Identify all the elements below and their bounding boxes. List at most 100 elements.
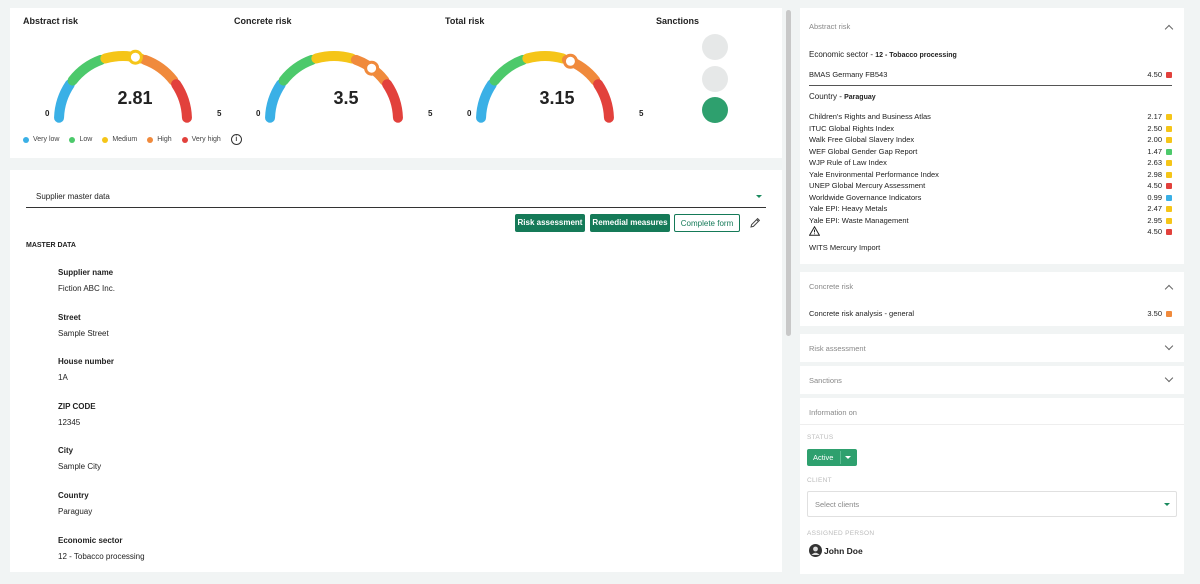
panel-heading: Risk assessment bbox=[809, 344, 866, 353]
score-indicator bbox=[1166, 148, 1172, 155]
field-zip-code: ZIP CODE 12345 bbox=[58, 402, 96, 427]
assigned-person[interactable]: John Doe bbox=[809, 544, 863, 557]
caret-down-icon bbox=[845, 456, 851, 459]
row-score: 1.47 bbox=[1147, 146, 1172, 157]
gauge-total-risk: Total risk 3.15 0 5 bbox=[445, 8, 645, 158]
field-label: Country bbox=[58, 491, 89, 500]
status-dropdown[interactable]: Active bbox=[807, 449, 857, 466]
sanctions-title: Sanctions bbox=[656, 16, 700, 26]
remedial-measures-button[interactable]: Remedial measures bbox=[590, 214, 670, 232]
panel-heading: Sanctions bbox=[809, 376, 842, 385]
chevron-up-icon[interactable] bbox=[1164, 284, 1174, 294]
gauge-segment bbox=[54, 79, 75, 123]
gauge-segment bbox=[265, 79, 286, 123]
legend-label: Low bbox=[79, 136, 93, 143]
row-score: 2.98 bbox=[1147, 169, 1172, 180]
legend-dot bbox=[147, 136, 154, 143]
gauge-arc bbox=[54, 49, 192, 123]
field-label: Supplier name bbox=[58, 268, 114, 277]
gauge-arc bbox=[265, 51, 403, 123]
abstract-risk-panel: Abstract risk Economic sector - 12 - Tob… bbox=[800, 8, 1184, 264]
gauge-min: 0 bbox=[467, 109, 472, 118]
divider bbox=[809, 85, 1172, 86]
score-value: 3.50 bbox=[1147, 309, 1162, 318]
score-indicator bbox=[1166, 183, 1172, 190]
panel-heading: Abstract risk bbox=[809, 22, 851, 31]
legend-label: Very low bbox=[33, 136, 60, 143]
assigned-name: John Doe bbox=[824, 545, 863, 556]
row-name: Children's Rights and Business Atlas bbox=[809, 112, 931, 121]
gauge-segment bbox=[522, 51, 568, 64]
chevron-up-icon[interactable] bbox=[1164, 24, 1174, 34]
sanction-light-off bbox=[702, 66, 728, 92]
sanction-light-off bbox=[702, 34, 728, 60]
field-value: Sample City bbox=[58, 462, 102, 471]
chevron-down-icon[interactable] bbox=[1164, 341, 1174, 351]
caret-down-icon bbox=[1164, 503, 1170, 506]
score-indicator bbox=[1166, 125, 1172, 132]
chevron-down-icon[interactable] bbox=[1164, 373, 1174, 383]
score-indicator bbox=[1166, 171, 1172, 178]
country-heading: Country - Paraguay bbox=[809, 92, 876, 101]
economic-sector-heading: Economic sector - 12 - Tobacco processin… bbox=[809, 50, 957, 59]
client-select[interactable]: Select clients bbox=[807, 491, 1177, 517]
legend-dot bbox=[69, 136, 76, 143]
row-score: 2.47 bbox=[1147, 203, 1172, 214]
gauge-min: 0 bbox=[256, 109, 261, 118]
legend-dot bbox=[102, 136, 109, 143]
section-select[interactable]: Supplier master data bbox=[26, 186, 766, 208]
score-value: 4.50 bbox=[1147, 227, 1162, 236]
row-score: 2.95 bbox=[1147, 215, 1172, 226]
gauge-segment bbox=[593, 79, 614, 123]
warning-icon bbox=[808, 225, 821, 239]
field-country: Country Paraguay bbox=[58, 491, 92, 516]
row-name: BMAS Germany FB543 bbox=[809, 70, 888, 79]
legend-label: Medium bbox=[112, 136, 138, 143]
score-value: 2.17 bbox=[1147, 112, 1162, 121]
score-value: 4.50 bbox=[1147, 181, 1162, 190]
gauge-title: Abstract risk bbox=[23, 16, 79, 26]
score-value: 1.47 bbox=[1147, 146, 1162, 156]
legend-label: High bbox=[157, 136, 172, 143]
sector-label: Economic sector - bbox=[809, 50, 876, 59]
gauge-min: 0 bbox=[45, 109, 50, 118]
scrollbar-thumb[interactable] bbox=[786, 10, 791, 336]
gauge-max: 5 bbox=[428, 109, 433, 118]
row-score: 2.17 bbox=[1147, 111, 1172, 122]
status-value: Active bbox=[813, 453, 834, 462]
sanctions-panel[interactable]: Sanctions bbox=[800, 366, 1184, 394]
gauge-value: 3.15 bbox=[539, 88, 575, 108]
risk-assessment-button[interactable]: Risk assessment bbox=[515, 214, 585, 232]
score-value: 2.47 bbox=[1147, 204, 1162, 213]
row-name: Worldwide Governance Indicators bbox=[809, 192, 922, 202]
gauge-marker bbox=[364, 60, 380, 76]
row-name: Yale Environmental Performance Index bbox=[809, 169, 939, 179]
legend-item: Medium bbox=[102, 136, 137, 143]
field-supplier-name: Supplier name Fiction ABC Inc. bbox=[58, 268, 115, 293]
info-icon[interactable]: i bbox=[230, 134, 242, 145]
gauge-title: Concrete risk bbox=[234, 16, 292, 26]
row-score: 2.50 bbox=[1147, 123, 1172, 134]
field-label: Economic sector bbox=[58, 536, 123, 545]
risk-row: BMAS Germany FB543 4.50 bbox=[809, 69, 1172, 80]
legend-item: Low bbox=[69, 136, 92, 143]
risk-assessment-panel[interactable]: Risk assessment bbox=[800, 334, 1184, 362]
row-name: Yale EPI: Waste Management bbox=[809, 215, 909, 225]
risk-row: Worldwide Governance Indicators 0.99 bbox=[809, 192, 1172, 203]
risk-row: WITS Mercury Import bbox=[809, 242, 1172, 253]
divider bbox=[800, 424, 1184, 425]
risk-gauges-card: Abstract risk 2.81 0 5 Concrete risk 3.5… bbox=[10, 8, 782, 158]
row-name: WITS Mercury Import bbox=[809, 243, 881, 252]
pencil-icon[interactable] bbox=[748, 216, 762, 230]
score-value: 4.50 bbox=[1147, 70, 1162, 79]
gauge-segment bbox=[311, 51, 357, 64]
complete-form-button[interactable]: Complete form bbox=[674, 214, 740, 232]
supplier-master-card: Supplier master data Risk assessment Rem… bbox=[10, 170, 782, 572]
concrete-risk-panel: Concrete risk Concrete risk analysis - g… bbox=[800, 272, 1184, 326]
risk-row: UNEP Global Mercury Assessment 4.50 bbox=[809, 180, 1172, 191]
score-indicator bbox=[1166, 137, 1172, 144]
gauge-value: 3.5 bbox=[333, 88, 359, 108]
gauge-title: Total risk bbox=[445, 16, 485, 26]
legend-dot bbox=[181, 136, 188, 143]
gauge-segment bbox=[171, 79, 192, 123]
